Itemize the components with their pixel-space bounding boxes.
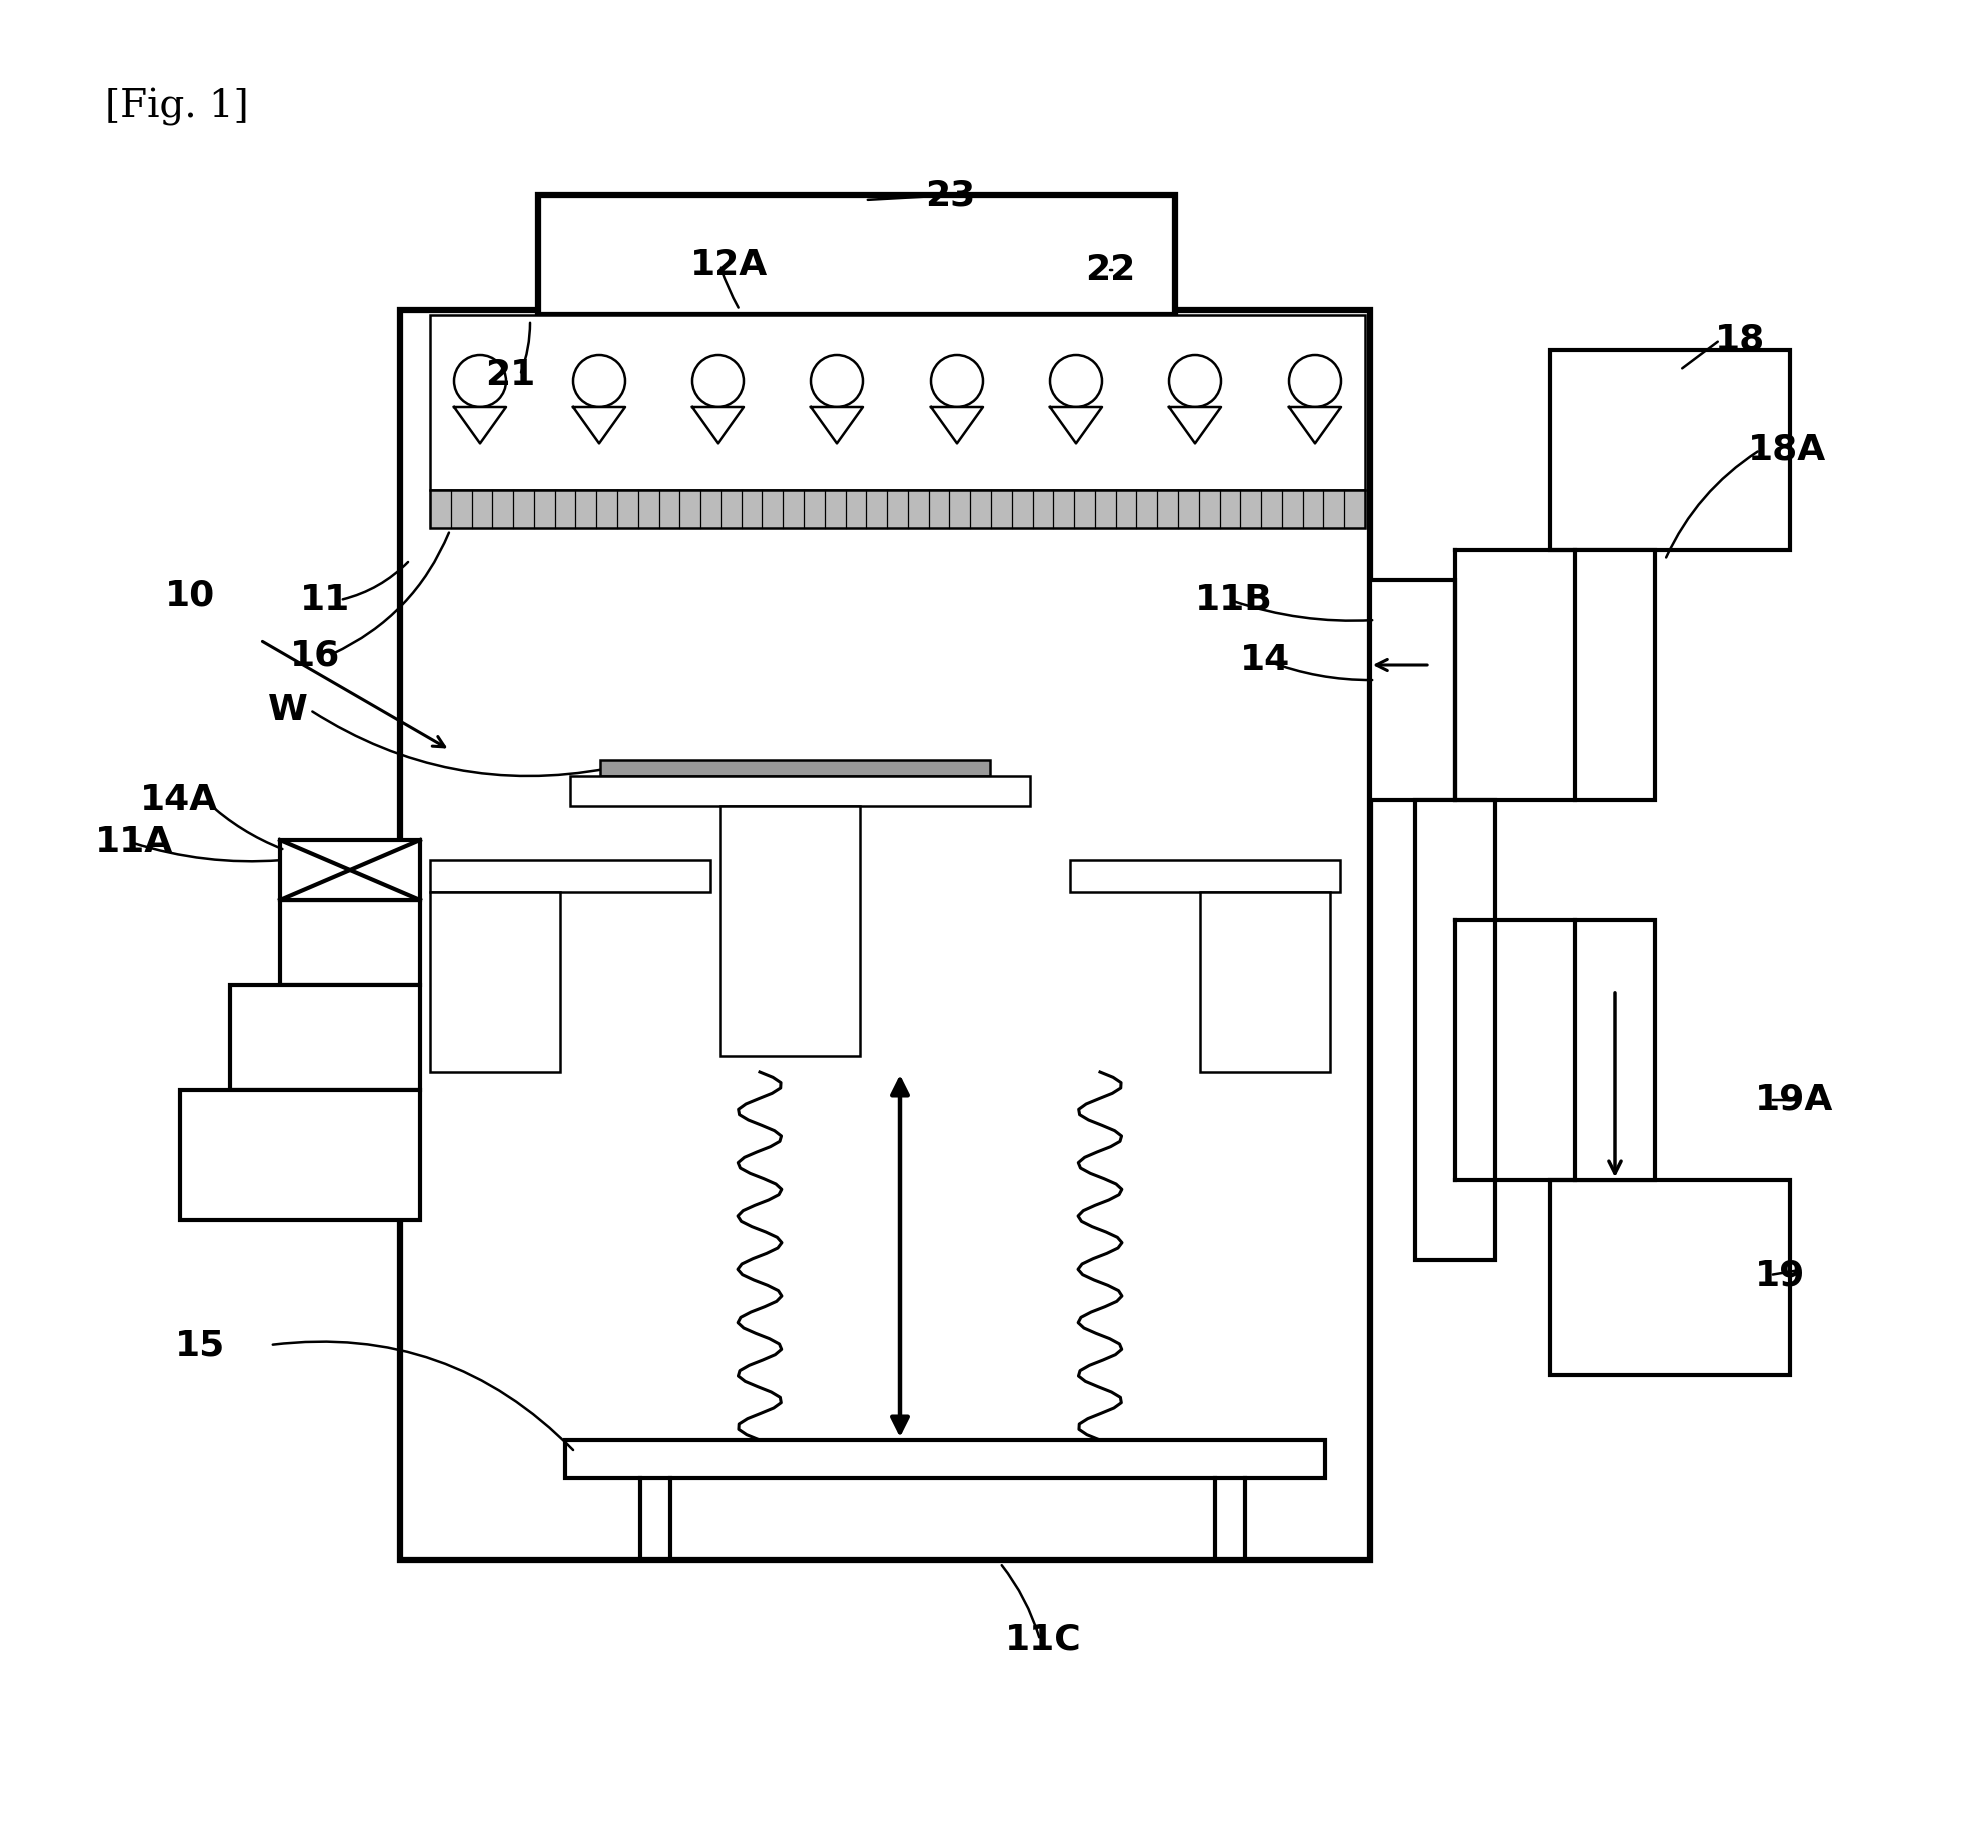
Text: 15: 15 bbox=[175, 1329, 226, 1362]
Text: 14: 14 bbox=[1241, 643, 1290, 676]
Circle shape bbox=[454, 355, 505, 406]
Bar bbox=[1549, 1180, 1789, 1375]
Text: 16: 16 bbox=[291, 638, 340, 673]
Text: [Fig. 1]: [Fig. 1] bbox=[104, 88, 250, 127]
Circle shape bbox=[1290, 355, 1341, 406]
Bar bbox=[600, 759, 991, 776]
Bar bbox=[539, 195, 1176, 314]
Text: 14A: 14A bbox=[140, 783, 218, 818]
Text: 10: 10 bbox=[165, 577, 214, 612]
Circle shape bbox=[692, 355, 743, 406]
Polygon shape bbox=[1050, 406, 1103, 443]
Bar bbox=[279, 840, 421, 901]
Polygon shape bbox=[812, 406, 863, 443]
Circle shape bbox=[932, 355, 983, 406]
Polygon shape bbox=[454, 406, 505, 443]
Text: 11C: 11C bbox=[1005, 1623, 1081, 1658]
Text: 21: 21 bbox=[486, 358, 535, 391]
Bar bbox=[431, 891, 560, 1072]
Text: 11A: 11A bbox=[94, 825, 173, 858]
Polygon shape bbox=[572, 406, 625, 443]
Bar bbox=[564, 1439, 1325, 1478]
Text: 11B: 11B bbox=[1195, 583, 1272, 618]
Circle shape bbox=[572, 355, 625, 406]
Bar bbox=[1575, 921, 1655, 1180]
Bar bbox=[1070, 860, 1341, 891]
Bar bbox=[230, 985, 421, 1090]
Bar bbox=[279, 901, 421, 985]
Bar bbox=[1199, 891, 1331, 1072]
Bar bbox=[399, 311, 1370, 1560]
Text: 18: 18 bbox=[1714, 323, 1765, 357]
Text: 19A: 19A bbox=[1756, 1083, 1834, 1118]
Text: 23: 23 bbox=[924, 178, 975, 211]
Bar bbox=[431, 491, 1364, 528]
Bar bbox=[181, 1090, 421, 1220]
Bar bbox=[720, 807, 859, 1057]
Bar bbox=[1549, 349, 1789, 550]
Polygon shape bbox=[932, 406, 983, 443]
Polygon shape bbox=[692, 406, 743, 443]
Bar bbox=[431, 314, 1364, 491]
Text: 22: 22 bbox=[1085, 254, 1134, 287]
Circle shape bbox=[1170, 355, 1221, 406]
Text: 12A: 12A bbox=[690, 248, 769, 281]
Text: 11: 11 bbox=[301, 583, 350, 618]
Circle shape bbox=[1050, 355, 1103, 406]
Bar bbox=[1370, 581, 1455, 800]
Bar bbox=[570, 776, 1030, 807]
Bar bbox=[1416, 800, 1494, 1261]
Polygon shape bbox=[1170, 406, 1221, 443]
Circle shape bbox=[812, 355, 863, 406]
Bar bbox=[431, 860, 710, 891]
Bar bbox=[1575, 550, 1655, 800]
Text: 19: 19 bbox=[1756, 1257, 1805, 1292]
Text: W: W bbox=[267, 693, 309, 728]
Polygon shape bbox=[1290, 406, 1341, 443]
Text: 18A: 18A bbox=[1748, 434, 1826, 467]
